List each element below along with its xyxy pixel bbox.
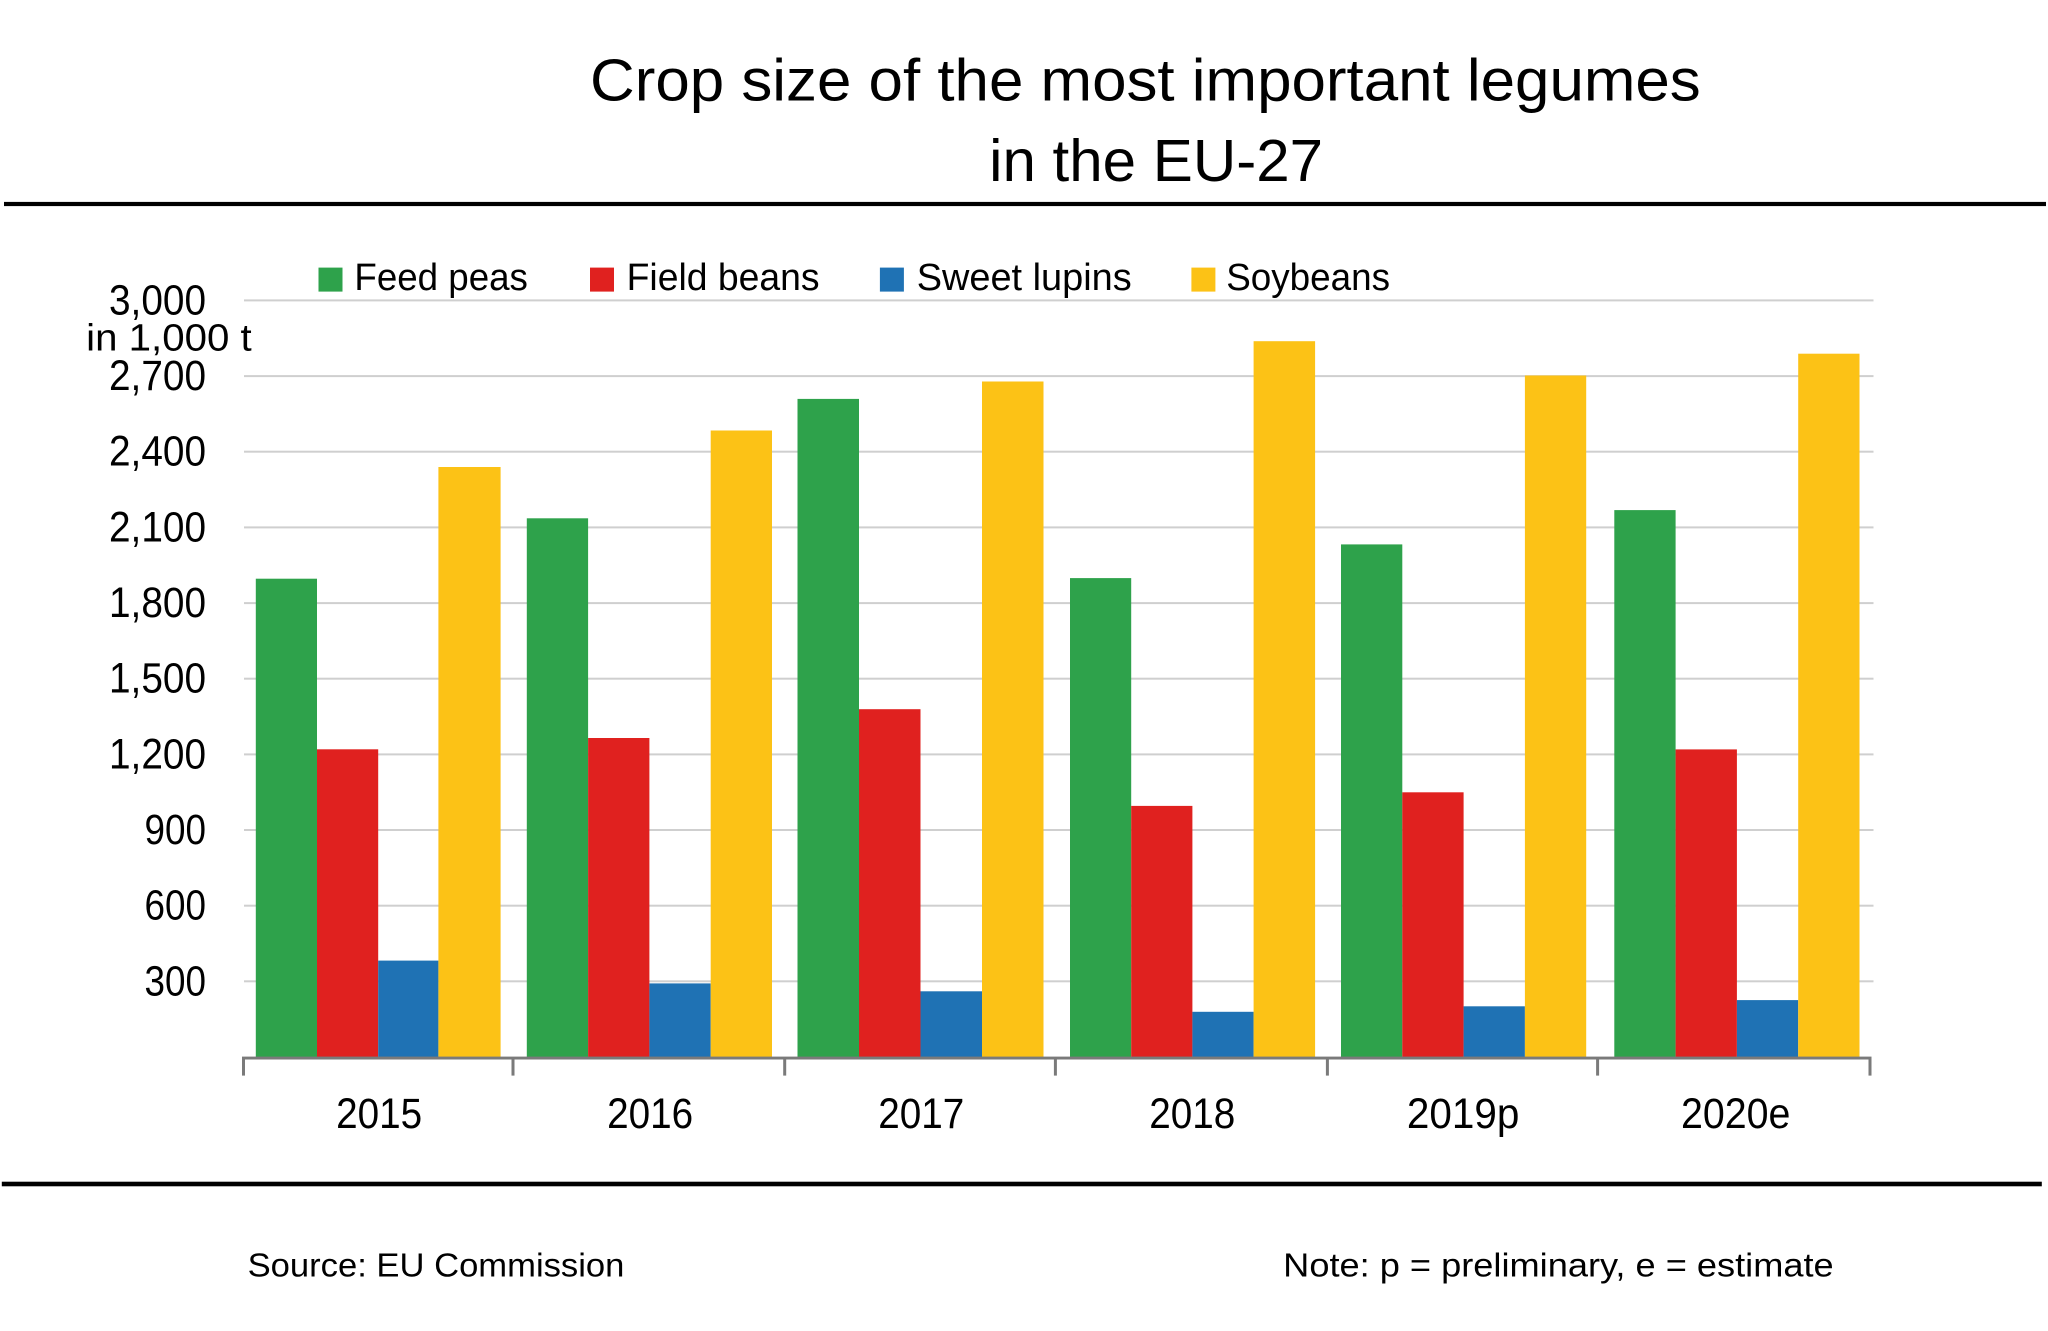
svg-text:600: 600: [145, 883, 207, 930]
svg-text:2,100: 2,100: [109, 504, 206, 551]
svg-text:Feed peas: Feed peas: [354, 257, 528, 299]
svg-text:Sweet lupins: Sweet lupins: [917, 257, 1132, 299]
svg-text:3,000: 3,000: [109, 277, 206, 324]
svg-text:1,800: 1,800: [109, 580, 206, 627]
svg-text:Source: EU Commission: Source: EU Commission: [248, 1248, 625, 1285]
svg-text:900: 900: [145, 807, 207, 854]
svg-text:2018: 2018: [1149, 1091, 1235, 1138]
svg-text:2020e: 2020e: [1681, 1091, 1791, 1138]
svg-text:1,200: 1,200: [109, 731, 206, 778]
svg-text:2,700: 2,700: [109, 353, 206, 400]
svg-text:2,400: 2,400: [109, 429, 206, 476]
svg-text:2015: 2015: [336, 1091, 422, 1138]
svg-text:in 1,000 t: in 1,000 t: [86, 318, 252, 360]
svg-text:in the EU-27: in the EU-27: [989, 127, 1323, 194]
svg-text:Field beans: Field beans: [627, 257, 820, 299]
svg-text:2017: 2017: [878, 1091, 964, 1138]
svg-text:1,500: 1,500: [109, 656, 206, 703]
svg-text:Crop size of the most importan: Crop size of the most important legumes: [590, 46, 1701, 113]
svg-text:300: 300: [145, 958, 207, 1005]
svg-text:Soybeans: Soybeans: [1226, 257, 1390, 299]
svg-text:2016: 2016: [607, 1091, 693, 1138]
svg-text:2019p: 2019p: [1407, 1091, 1520, 1138]
svg-text:Note: p = preliminary, e = est: Note: p = preliminary, e = estimate: [1283, 1248, 1834, 1285]
